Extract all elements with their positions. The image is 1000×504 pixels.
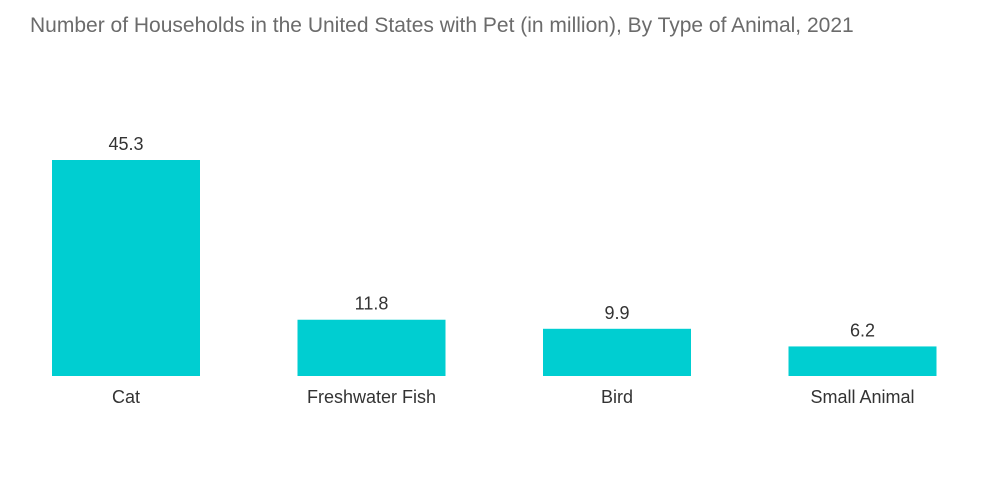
- bar-freshwater-fish: [297, 319, 446, 376]
- value-label-bird: 9.9: [604, 303, 629, 323]
- chart-title: Number of Households in the United State…: [30, 14, 854, 37]
- value-label-small-animal: 6.2: [850, 320, 875, 340]
- x-tick-label-freshwater-fish: Freshwater Fish: [307, 387, 436, 407]
- value-label-cat: 45.3: [108, 134, 143, 154]
- bar-small-animal: [788, 346, 937, 376]
- x-tick-label-small-animal: Small Animal: [810, 387, 914, 407]
- x-tick-label-cat: Cat: [112, 387, 140, 407]
- value-labels-layer: 45.3 11.8 9.9 6.2: [108, 134, 875, 340]
- bars-layer: [52, 160, 937, 376]
- x-tick-labels-layer: Cat Freshwater Fish Bird Small Animal: [112, 387, 915, 407]
- bar-cat: [52, 160, 200, 376]
- value-label-freshwater-fish: 11.8: [355, 294, 389, 314]
- bar-bird: [543, 328, 691, 376]
- x-tick-label-bird: Bird: [601, 387, 633, 407]
